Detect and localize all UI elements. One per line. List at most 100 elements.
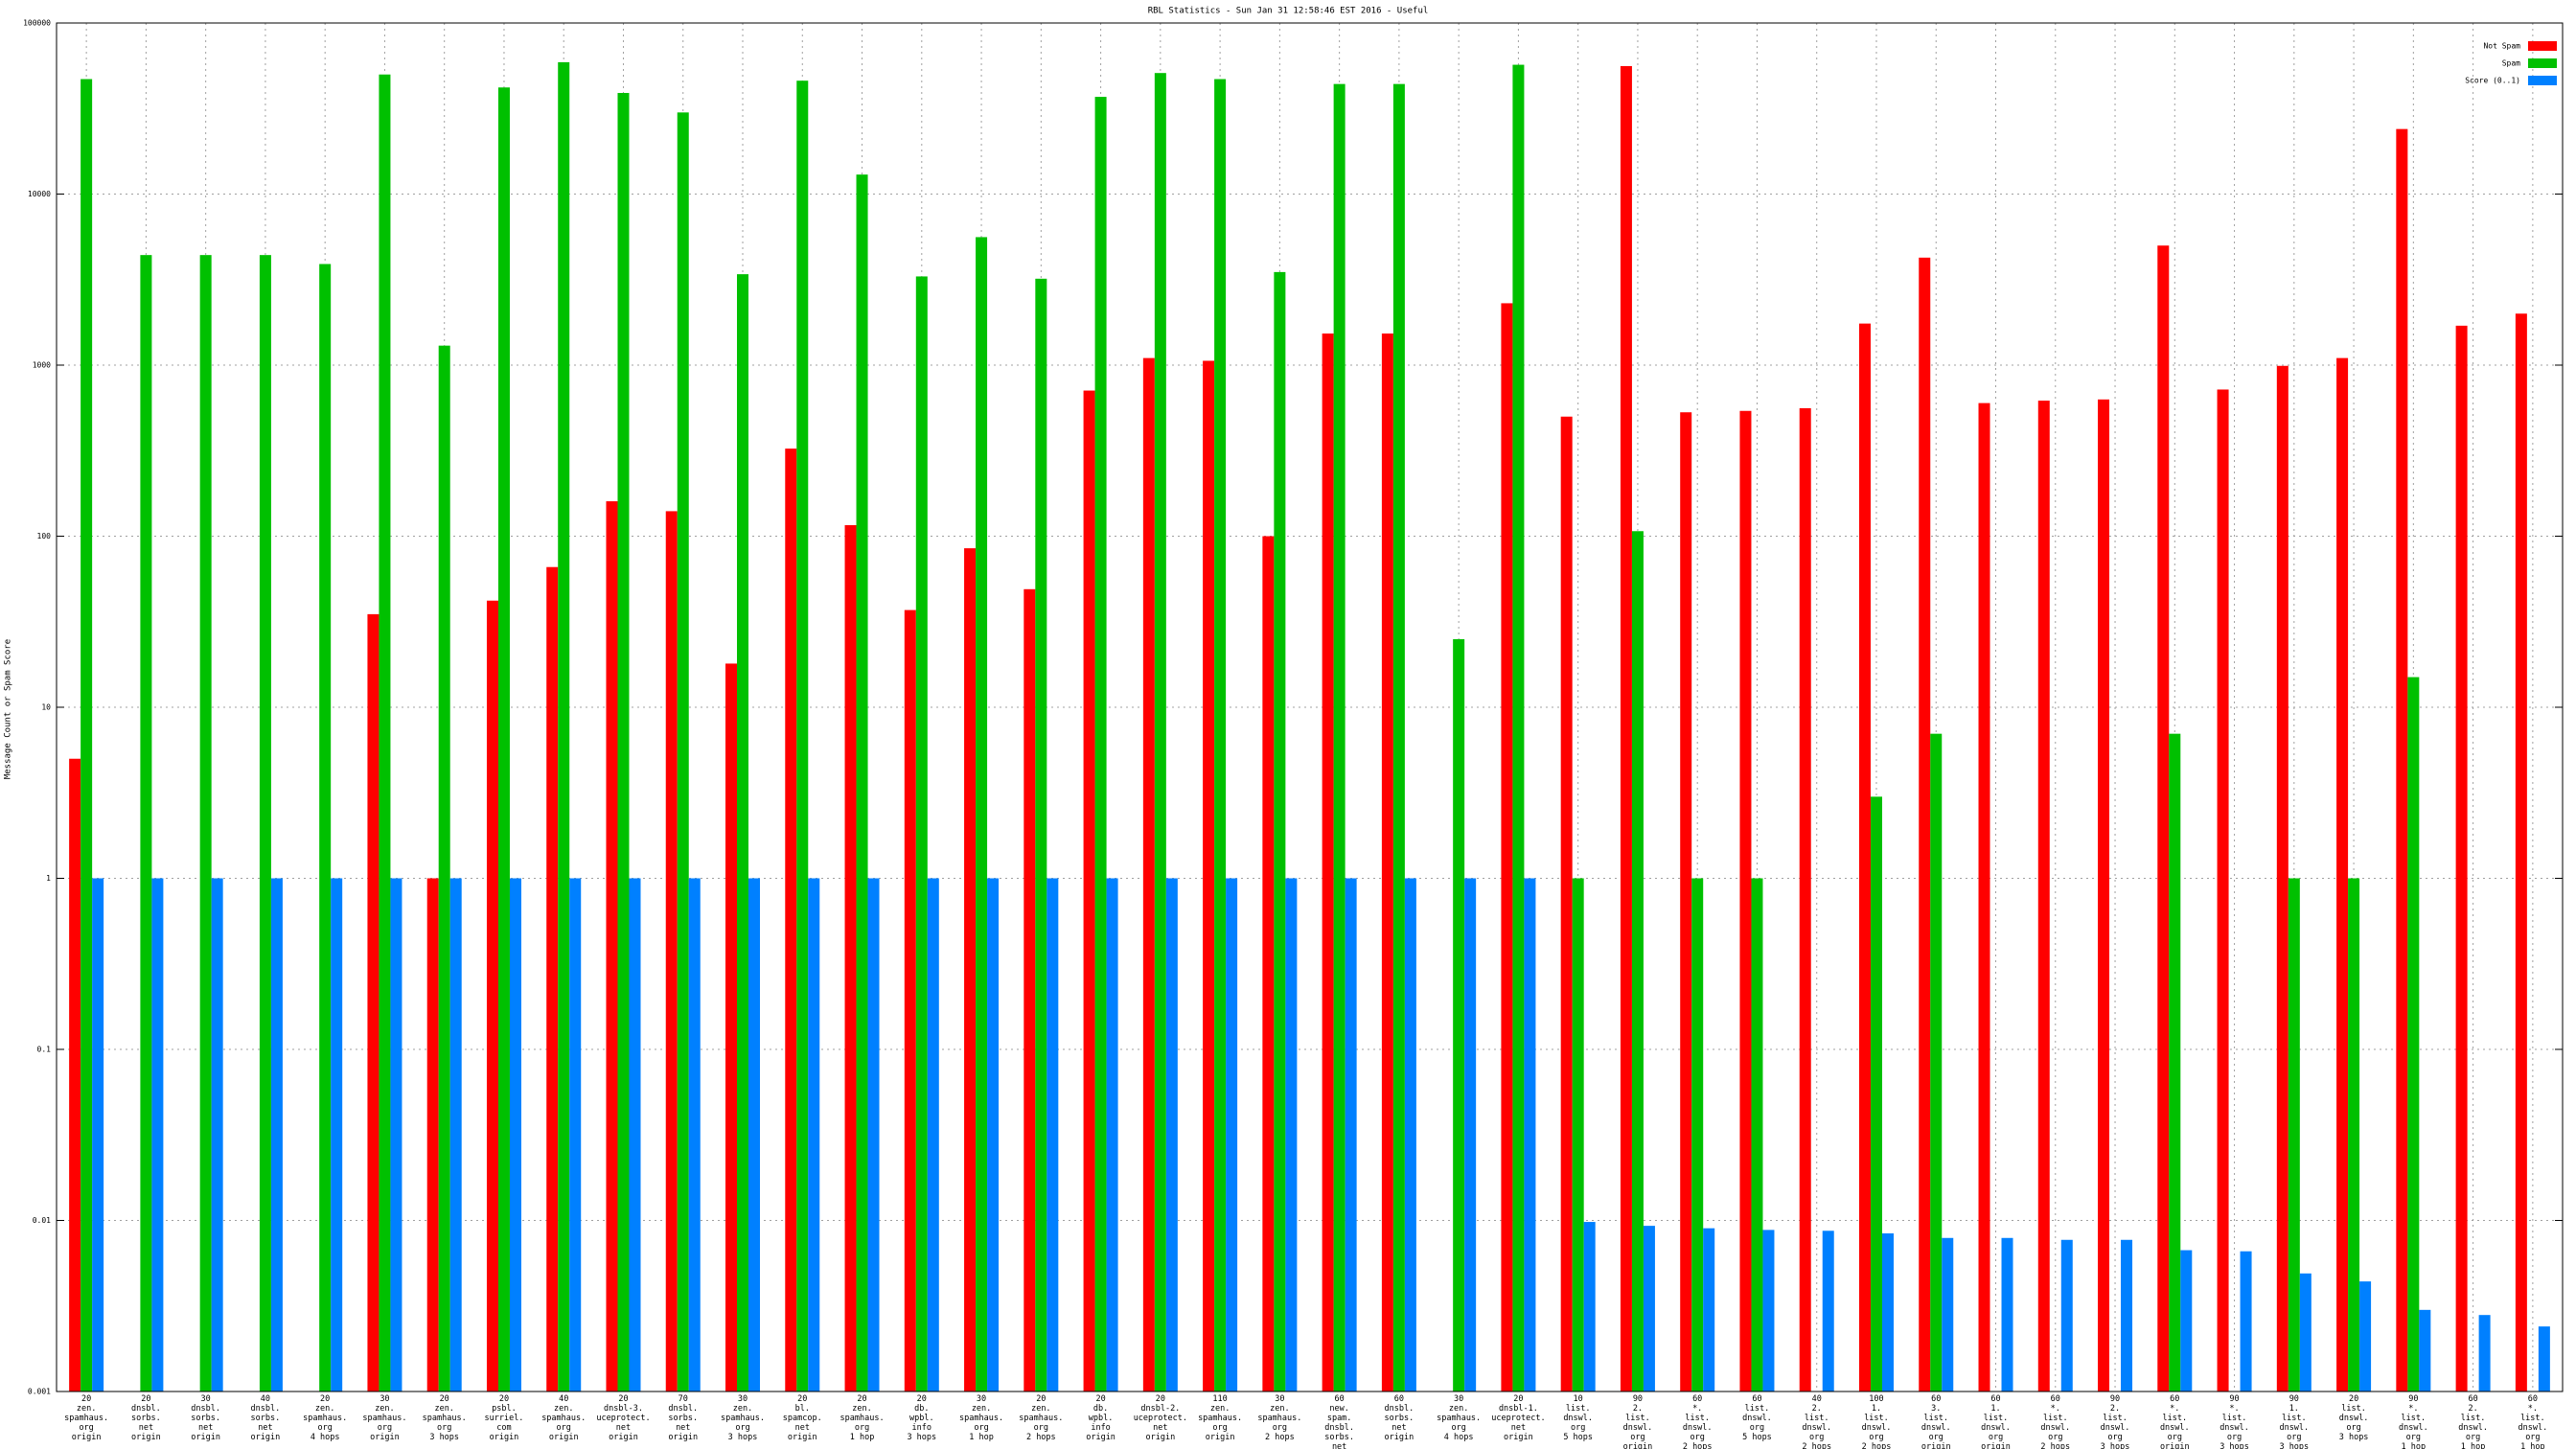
bar [915, 276, 928, 1392]
bar [1046, 878, 1059, 1392]
bar [569, 878, 582, 1392]
bar [379, 74, 391, 1392]
bar [1024, 588, 1036, 1392]
x-tick-label: 90 *. list. dnswl. org 3 hops [2220, 1394, 2249, 1449]
bar [2478, 1315, 2491, 1392]
bar [976, 237, 988, 1392]
bar [1083, 390, 1095, 1392]
bar [2037, 401, 2050, 1392]
bar [964, 548, 977, 1392]
bar [1404, 878, 1416, 1392]
x-tick-label: 30 zen. spamhaus. org origin [362, 1394, 406, 1442]
bar [1035, 278, 1047, 1392]
bar [426, 878, 439, 1392]
bar [1512, 64, 1525, 1392]
bar [1274, 271, 1286, 1392]
bar [1703, 1228, 1715, 1392]
x-tick-label: 20 dnsbl-3. uceprotect. net origin [596, 1394, 650, 1442]
bar [904, 610, 916, 1392]
bar [2217, 389, 2229, 1392]
bar [1453, 638, 1465, 1392]
bar [1799, 407, 1811, 1392]
bar [1572, 878, 1584, 1392]
bar [546, 566, 559, 1392]
bar [677, 112, 689, 1392]
x-tick-label: 60 *. list. dnswl. org 1 hop [2518, 1394, 2548, 1449]
bar [390, 878, 402, 1392]
x-tick-label: 90 2. list. dnswl. org origin [1623, 1394, 1653, 1449]
bar [1560, 416, 1573, 1392]
y-tick-label: 0.01 [33, 1216, 51, 1225]
x-tick-label: 60 3. list. dnswl. org origin [1921, 1394, 1951, 1449]
bar [1942, 1237, 1954, 1392]
bar [808, 878, 820, 1392]
x-tick-label: 30 dnsbl. sorbs. net origin [191, 1394, 220, 1442]
y-tick-label: 0.1 [37, 1046, 52, 1054]
x-tick-label: 90 1. list. dnswl. org 3 hops [2279, 1394, 2309, 1449]
bar [69, 758, 81, 1392]
bar [867, 878, 880, 1392]
bar [1142, 357, 1155, 1392]
bar [1631, 531, 1644, 1392]
bar [1094, 97, 1107, 1392]
chart-title: RBL Statistics - Sun Jan 31 12:58:46 EST… [1148, 7, 1429, 16]
bar [1870, 796, 1882, 1392]
x-tick-label: 60 dnsbl. sorbs. net origin [1385, 1394, 1414, 1442]
bar [1381, 334, 1393, 1392]
bar [2169, 733, 2181, 1392]
bar [1583, 1222, 1596, 1392]
bar [1858, 323, 1871, 1392]
legend-label: Spam [2502, 59, 2520, 68]
x-tick-label: 90 2. list. dnswl. org 3 hops [2101, 1394, 2130, 1449]
bar [1620, 65, 1632, 1392]
bar [2359, 1281, 2372, 1392]
x-tick-label: 20 dnsbl-2. uceprotect. net origin [1134, 1394, 1187, 1442]
x-tick-label: 20 db. wpbl. info origin [1086, 1394, 1116, 1442]
y-tick-label: 0.001 [28, 1388, 51, 1396]
bar [2276, 365, 2288, 1392]
bar [331, 878, 343, 1392]
bar [785, 448, 797, 1392]
x-tick-label: 60 *. list. dnswl. org 2 hops [2040, 1394, 2070, 1449]
legend-label: Score (0..1) [2465, 77, 2520, 85]
bar [1464, 878, 1477, 1392]
bar [1691, 878, 1704, 1392]
bar [796, 80, 809, 1392]
bar [748, 878, 761, 1392]
bar [2348, 878, 2360, 1392]
x-tick-label: 90 *. list. dnswl. org 1 hop [2399, 1394, 2428, 1449]
y-tick-label: 100000 [23, 19, 51, 28]
x-tick-label: 20 dnsbl-1. uceprotect. net origin [1491, 1394, 1545, 1442]
bar [2419, 1309, 2431, 1392]
bar [1978, 402, 1990, 1392]
bar [2538, 1326, 2550, 1392]
x-tick-label: 20 db. wpbl. info 3 hops [907, 1394, 936, 1442]
bar [367, 613, 380, 1392]
bar [1345, 878, 1357, 1392]
bar [1285, 878, 1298, 1392]
bar [259, 255, 271, 1392]
bar [1262, 536, 1275, 1392]
x-tick-label: 20 zen. spamhaus. org 1 hop [840, 1394, 885, 1442]
x-tick-label: 20 list. dnswl. org 3 hops [2339, 1394, 2369, 1442]
x-tick-label: 30 zen. spamhaus. org 2 hops [1257, 1394, 1301, 1442]
bar [1322, 334, 1334, 1392]
bar [1226, 878, 1238, 1392]
x-tick-label: 60 1. list. dnswl. org origin [1981, 1394, 2011, 1449]
bar [688, 878, 701, 1392]
bar [2299, 1273, 2312, 1392]
x-tick-label: 60 list. dnswl. org 5 hops [1742, 1394, 1772, 1442]
x-tick-label: 20 bl. spamcop. net origin [783, 1394, 822, 1442]
x-tick-label: 60 *. list. dnswl. org origin [2160, 1394, 2190, 1449]
x-tick-label: 20 zen. spamhaus. org origin [64, 1394, 108, 1442]
bar [1106, 878, 1118, 1392]
bar [617, 92, 630, 1392]
bar [2336, 357, 2349, 1392]
y-tick-label: 1000 [33, 361, 51, 370]
legend-swatch [2528, 58, 2557, 68]
x-tick-label: 40 dnsbl. sorbs. net origin [251, 1394, 281, 1442]
x-tick-label: 60 *. list. dnswl. org 2 hops [1683, 1394, 1713, 1449]
bar [1154, 73, 1166, 1392]
